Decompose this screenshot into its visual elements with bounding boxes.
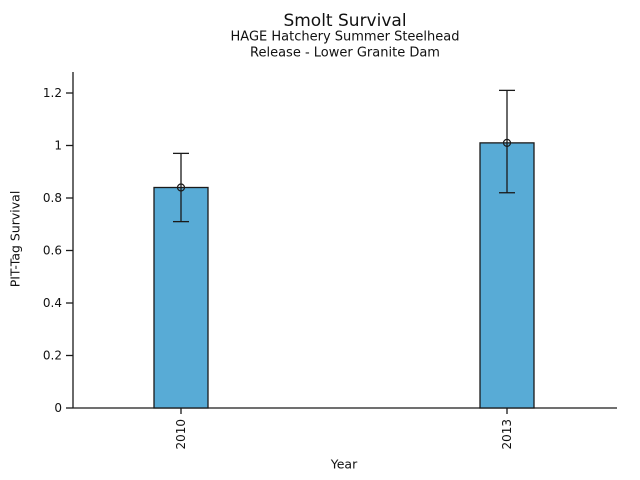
point-marker [176, 183, 186, 192]
x-axis-label: Year [330, 456, 358, 472]
x-tick-label: 2010 [174, 419, 188, 450]
chart-subtitle-line2: Release - Lower Granite Dam [250, 45, 440, 61]
bar-2010 [153, 186, 209, 409]
y-tick-label: 0.2 [43, 349, 62, 363]
y-tick-label: 0.8 [43, 191, 62, 205]
y-tick-label: 0.4 [43, 296, 62, 310]
y-tick-label: 1 [54, 139, 62, 153]
chart-subtitle-line1: HAGE Hatchery Summer Steelhead [230, 29, 460, 45]
y-tick-label: 0.6 [43, 244, 62, 258]
chart-title: Smolt Survival [283, 11, 407, 31]
x-tick-label: 2013 [500, 419, 514, 450]
y-tick-label: 1.2 [43, 86, 62, 100]
point-marker [502, 138, 512, 147]
y-tick-label: 0 [54, 401, 62, 415]
